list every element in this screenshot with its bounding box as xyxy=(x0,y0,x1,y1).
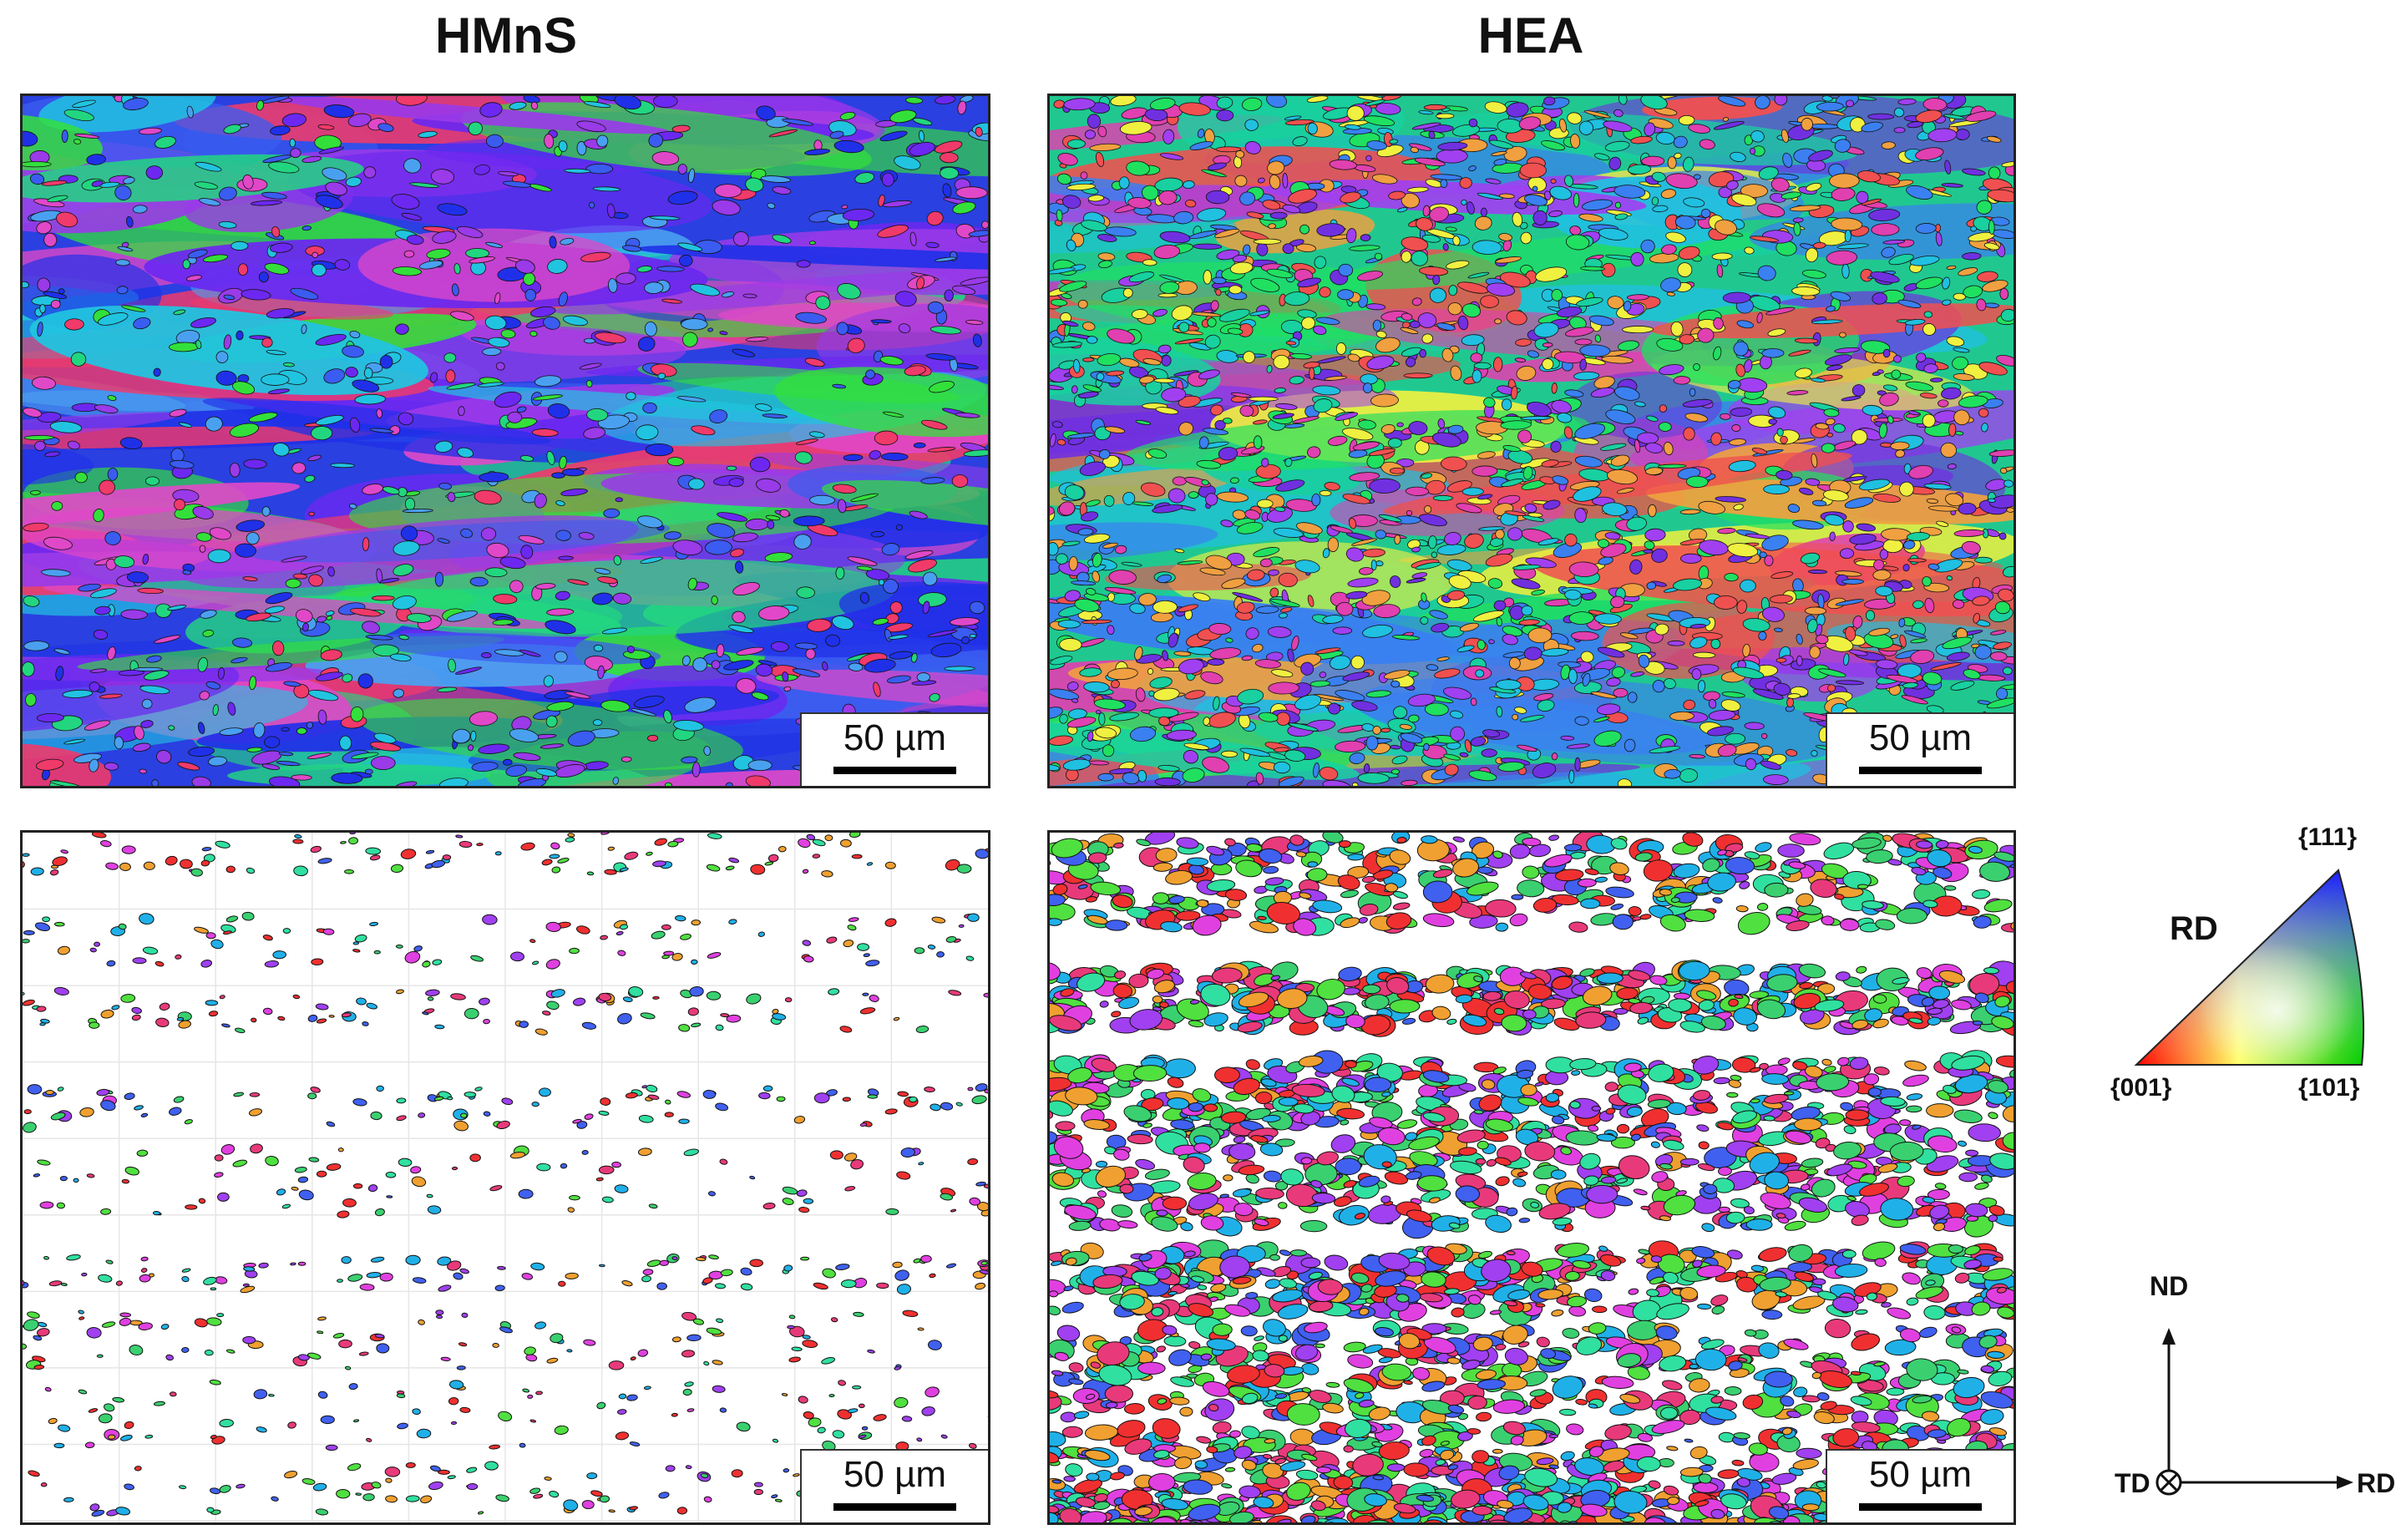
ipf-label-111: {111} xyxy=(2298,823,2358,851)
sample-axes xyxy=(2155,1328,2353,1496)
scale-bar: 50 µm xyxy=(800,712,988,786)
axis-label-td: TD xyxy=(2115,1468,2150,1498)
scale-bar-label: 50 µm xyxy=(843,1454,947,1495)
ebsd-map-hea-top: 50 µm xyxy=(1047,94,2016,788)
ebsd-map-hmns-top: 50 µm xyxy=(20,94,990,788)
scale-bar: 50 µm xyxy=(800,1449,988,1522)
scale-bar: 50 µm xyxy=(1826,1449,2014,1522)
scale-bar-label: 50 µm xyxy=(1868,717,1973,758)
scale-bar-line xyxy=(833,767,956,774)
scale-bar-line xyxy=(1859,1503,1982,1511)
column-title-hea: HEA xyxy=(1477,8,1584,63)
ipf-color-key xyxy=(2134,869,2365,1066)
ipf-label-101: {101} xyxy=(2298,1074,2360,1102)
scale-bar-label: 50 µm xyxy=(843,717,947,758)
scale-bar-line xyxy=(833,1503,956,1511)
scale-bar-label: 50 µm xyxy=(1868,1454,1973,1495)
axis-label-rd: RD xyxy=(2357,1468,2396,1498)
axis-label-nd: ND xyxy=(2150,1271,2189,1301)
ipf-label-rd: RD xyxy=(2170,910,2218,947)
column-title-hmns: HMnS xyxy=(435,8,577,63)
ipf-label-001: {001} xyxy=(2110,1074,2172,1102)
ebsd-map-hmns-bottom: 50 µm xyxy=(20,830,990,1525)
ebsd-map-hea-bottom: 50 µm xyxy=(1047,830,2016,1525)
scale-bar: 50 µm xyxy=(1826,712,2014,786)
scale-bar-line xyxy=(1859,767,1982,774)
